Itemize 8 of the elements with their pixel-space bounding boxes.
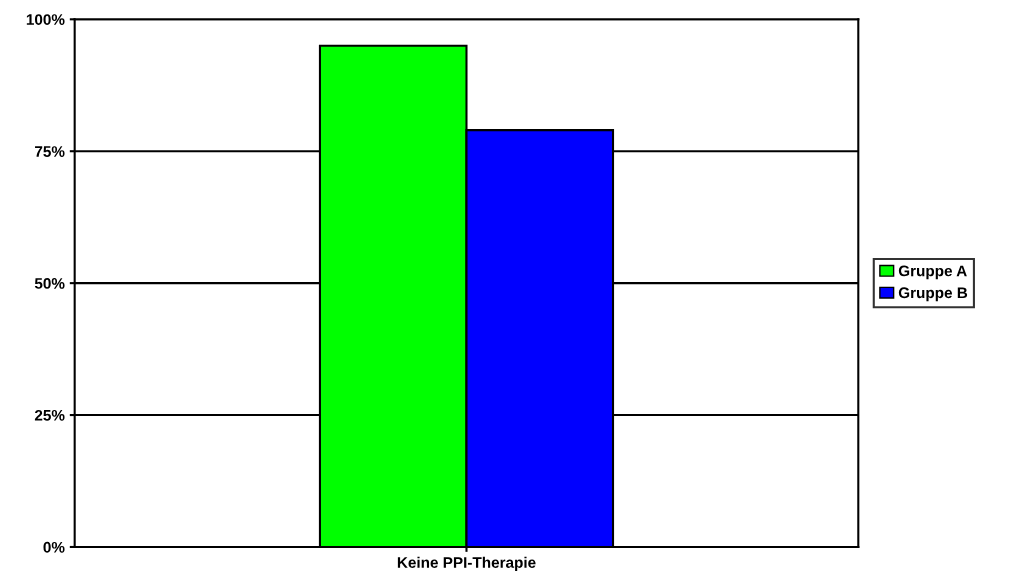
- y-tick-label: 0%: [43, 541, 65, 553]
- y-tick-label: 50%: [34, 278, 65, 289]
- y-tick-label: 100%: [26, 14, 65, 25]
- legend-label: Gruppe B: [898, 287, 968, 302]
- x-tick-label: Keine PPI-Therapie: [397, 556, 536, 571]
- y-tick-label: 25%: [34, 409, 65, 421]
- y-tick-label: 75%: [35, 146, 65, 157]
- legend-label: Gruppe A: [898, 265, 967, 280]
